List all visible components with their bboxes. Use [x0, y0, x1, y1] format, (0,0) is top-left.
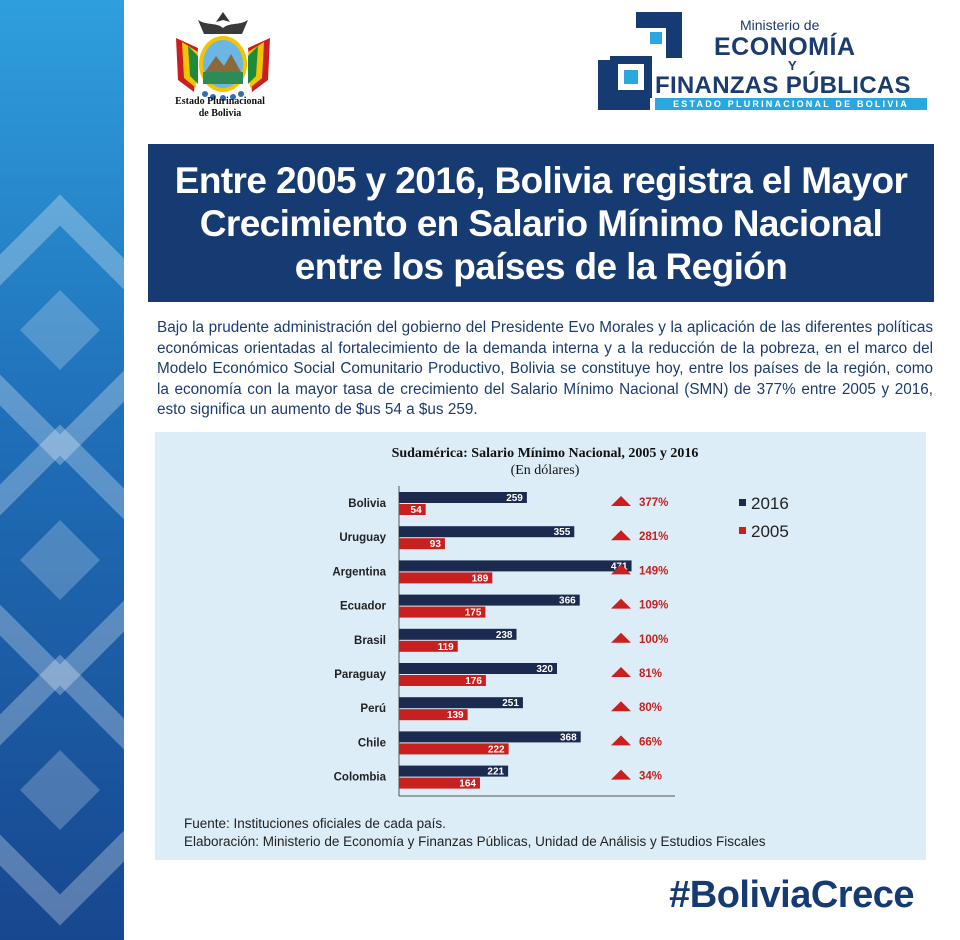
bar-2016 — [399, 697, 523, 709]
crest-caption: Estado Plurinacional de Bolivia — [150, 96, 290, 120]
category-label: Ecuador — [340, 601, 387, 613]
source-note: Fuente: Instituciones oficiales de cada … — [184, 815, 766, 851]
growth-up-arrow-icon — [611, 530, 631, 541]
bar-2016 — [399, 731, 581, 743]
growth-label: 66% — [639, 736, 662, 748]
growth-up-arrow-icon — [611, 667, 631, 677]
growth-label: 149% — [639, 565, 668, 577]
growth-label: 281% — [639, 531, 668, 543]
category-label: Paraguay — [334, 669, 386, 681]
bar-2016 — [399, 526, 575, 538]
bar-2005 — [399, 538, 445, 550]
ministry-line3: Y — [788, 58, 797, 73]
bar-label-2016: 259 — [506, 493, 523, 504]
bar-label-2005: 176 — [465, 676, 482, 687]
bar-label-2016: 366 — [559, 596, 576, 607]
growth-up-arrow-icon — [611, 769, 631, 780]
ministry-line4: FINANZAS PÚBLICAS — [655, 72, 911, 99]
growth-label: 34% — [639, 771, 662, 783]
bar-label-2005: 119 — [438, 642, 455, 653]
bar-2005 — [399, 606, 486, 618]
source-line: Fuente: Instituciones oficiales de cada … — [184, 816, 446, 831]
left-decorative-band — [0, 0, 124, 940]
growth-up-arrow-icon — [611, 496, 631, 506]
growth-up-arrow-icon — [611, 598, 631, 609]
crest-caption-line2: de Bolivia — [198, 108, 242, 119]
bar-2016 — [399, 492, 527, 503]
growth-up-arrow-icon — [611, 701, 631, 712]
bar-label-2005: 222 — [488, 744, 505, 755]
title-banner: Entre 2005 y 2016, Bolivia registra el M… — [148, 144, 934, 302]
bar-label-2005: 175 — [465, 608, 482, 619]
growth-up-arrow-icon — [611, 632, 631, 643]
growth-label: 100% — [639, 634, 668, 646]
bar-label-2016: 238 — [496, 630, 513, 641]
bar-label-2005: 54 — [411, 505, 423, 516]
growth-label: 377% — [639, 497, 668, 509]
legend-label-2005: 2005 — [751, 522, 789, 541]
bar-2005 — [399, 675, 486, 686]
bar-label-2016: 320 — [536, 664, 553, 675]
crest-caption-line1: Estado Plurinacional — [175, 96, 265, 107]
legend-swatch-2005 — [739, 527, 746, 534]
bar-label-2005: 164 — [459, 779, 476, 790]
bar-label-2016: 368 — [560, 732, 577, 743]
bar-2005 — [399, 709, 468, 721]
chart-panel: Sudamérica: Salario Mínimo Nacional, 200… — [155, 432, 926, 860]
bar-2005 — [399, 743, 509, 755]
bar-label-2016: 221 — [487, 767, 504, 778]
bar-2016 — [399, 663, 557, 674]
bar-label-2016: 355 — [554, 527, 571, 538]
bar-2016 — [399, 560, 632, 572]
growth-up-arrow-icon — [611, 735, 631, 746]
minimum-wage-chart: Sudamérica: Salario Mínimo Nacional, 200… — [332, 446, 789, 797]
growth-label: 81% — [639, 668, 662, 680]
category-label: Perú — [360, 703, 386, 715]
bar-2005 — [399, 572, 493, 584]
bolivia-coat-of-arms-logo — [176, 12, 270, 101]
category-label: Brasil — [354, 635, 386, 647]
growth-label: 80% — [639, 702, 662, 714]
ministry-strip: ESTADO PLURINACIONAL DE BOLIVIA — [655, 98, 927, 110]
bar-2016 — [399, 628, 517, 640]
bar-label-2005: 93 — [430, 539, 442, 550]
page-title: Entre 2005 y 2016, Bolivia registra el M… — [174, 159, 908, 287]
growth-label: 109% — [639, 600, 668, 612]
intro-paragraph: Bajo la prudente administración del gobi… — [157, 319, 933, 418]
bar-2005 — [399, 640, 458, 652]
ministry-logo-mark — [598, 12, 682, 110]
chart-subtitle: (En dólares) — [511, 463, 580, 478]
bar-label-2005: 189 — [472, 573, 489, 584]
ministry-line2: ECONOMÍA — [714, 33, 856, 61]
category-label: Colombia — [334, 772, 387, 784]
bar-2016 — [399, 765, 509, 777]
category-label: Argentina — [332, 566, 386, 578]
bar-label-2016: 251 — [502, 698, 519, 709]
category-label: Chile — [358, 737, 386, 749]
elaboration-line: Elaboración: Ministerio de Economía y Fi… — [184, 834, 766, 849]
ministry-line1: Ministerio de — [740, 17, 820, 33]
hashtag: #BoliviaCrece — [669, 874, 914, 916]
bar-label-2005: 139 — [447, 710, 464, 721]
growth-up-arrow-icon — [611, 564, 631, 575]
legend-label-2016: 2016 — [751, 494, 789, 513]
chart-title: Sudamérica: Salario Mínimo Nacional, 200… — [392, 446, 699, 461]
bar-2016 — [399, 594, 580, 606]
bar-2005 — [399, 504, 426, 515]
bar-2005 — [399, 777, 480, 789]
category-label: Bolivia — [348, 498, 386, 510]
legend-swatch-2016 — [739, 499, 746, 506]
category-label: Uruguay — [339, 532, 386, 544]
